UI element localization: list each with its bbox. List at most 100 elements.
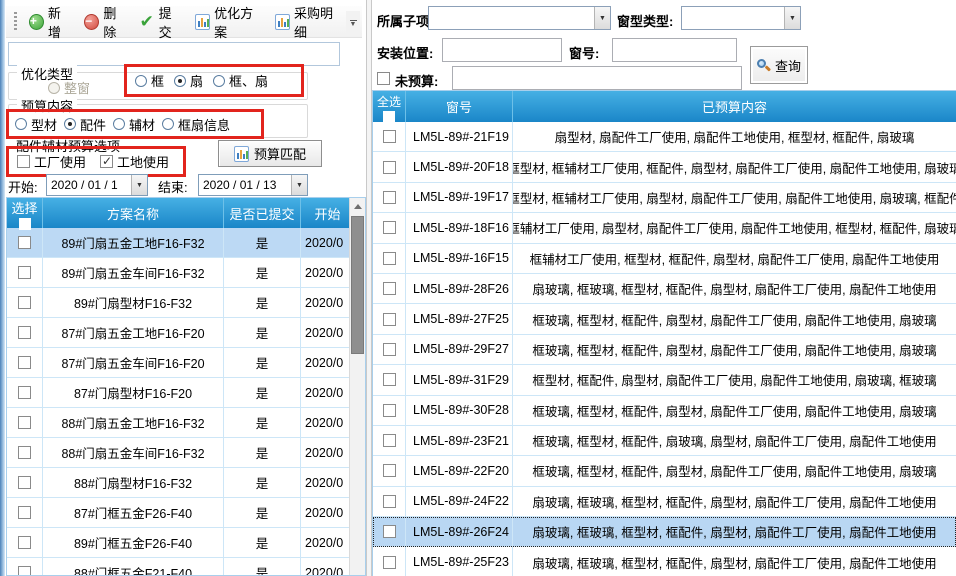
row-checkbox[interactable] (18, 506, 31, 519)
window-table-row[interactable]: LM5L-89#-16F15 框辅材工厂使用, 框型材, 框配件, 扇型材, 扇… (373, 243, 956, 274)
checkbox-option[interactable]: 工厂使用 (17, 152, 86, 171)
sub-item-combobox[interactable]: ▼ (428, 6, 611, 30)
scroll-up-arrow-icon[interactable] (350, 198, 365, 215)
radio-option[interactable]: 辅材 (113, 115, 155, 134)
radio-option[interactable]: 型材 (15, 115, 57, 134)
row-checkbox[interactable] (382, 464, 396, 478)
start-column-header[interactable]: 开始 (314, 206, 341, 222)
chevron-down-icon[interactable]: ▼ (594, 7, 610, 29)
no-budget-input[interactable] (452, 66, 742, 90)
row-checkbox[interactable] (18, 236, 31, 249)
install-position-input[interactable] (442, 38, 562, 62)
start-date-picker[interactable]: 2020 / 01 / 1 ▼ (46, 174, 148, 196)
row-checkbox[interactable] (382, 130, 396, 144)
window-table-row[interactable]: LM5L-89#-18F16 框辅材工厂使用, 扇型材, 扇配件工厂使用, 扇配… (373, 213, 956, 244)
toolbar-grip[interactable] (14, 11, 17, 32)
row-checkbox[interactable] (18, 416, 31, 429)
window-no-input[interactable] (612, 38, 737, 62)
row-checkbox[interactable] (382, 525, 396, 539)
radio-icon[interactable] (15, 118, 27, 130)
row-checkbox[interactable] (18, 536, 31, 549)
select-all-checkbox[interactable] (383, 110, 395, 123)
checkbox-icon[interactable] (17, 155, 30, 168)
plan-table-row[interactable]: 89#门框五金F26-F40 是 2020/0 (7, 528, 350, 558)
submit-button[interactable]: ✔ 提交 (134, 0, 189, 44)
add-button[interactable]: + 新增 (23, 0, 78, 44)
radio-icon[interactable] (213, 74, 226, 87)
radio-option[interactable]: 框 (135, 71, 164, 90)
row-checkbox[interactable] (382, 312, 396, 326)
row-checkbox[interactable] (382, 342, 396, 356)
plan-table-row[interactable]: 88#门扇型材F16-F32 是 2020/0 (7, 468, 350, 498)
window-table-row[interactable]: LM5L-89#-23F21 框玻璃, 框型材, 框配件, 扇玻璃, 扇型材, … (373, 425, 956, 457)
vertical-scrollbar[interactable] (349, 198, 365, 575)
row-checkbox[interactable] (382, 160, 396, 174)
row-checkbox[interactable] (18, 446, 31, 459)
radio-icon[interactable] (48, 81, 60, 94)
window-table-row[interactable]: LM5L-89#-19F17 框型材, 框辅材工厂使用, 扇型材, 扇配件工厂使… (373, 182, 956, 214)
radio-option[interactable]: 配件 (64, 115, 106, 134)
plan-name-column-header[interactable]: 方案名称 (43, 198, 224, 228)
no-budget-checkbox[interactable] (377, 72, 390, 85)
plan-table-row[interactable]: 87#门扇五金车间F16-F20 是 2020/0 (7, 348, 350, 378)
window-table-row[interactable]: LM5L-89#-30F28 框玻璃, 框型材, 框配件, 扇型材, 扇配件工厂… (373, 395, 956, 426)
window-no-column-header[interactable]: 窗号 (406, 91, 513, 122)
radio-icon[interactable] (174, 74, 187, 87)
row-checkbox[interactable] (382, 221, 396, 235)
row-checkbox[interactable] (382, 282, 396, 296)
plan-filter-input[interactable] (8, 42, 340, 66)
window-table-row[interactable]: LM5L-89#-27F25 框玻璃, 框型材, 框配件, 扇型材, 扇配件工厂… (373, 304, 956, 335)
query-button[interactable]: 查询 (750, 46, 808, 84)
window-table-row[interactable]: LM5L-89#-29F27 框玻璃, 框型材, 框配件, 扇型材, 扇配件工厂… (373, 334, 956, 366)
row-checkbox[interactable] (18, 386, 31, 399)
plan-table-row[interactable]: 88#门扇五金车间F16-F32 是 2020/0 (7, 438, 350, 468)
optimize-plan-button[interactable]: 优化方案 (189, 0, 269, 44)
budgeted-content-column-header[interactable]: 已预算内容 (701, 100, 767, 115)
row-checkbox[interactable] (18, 476, 31, 489)
chevron-down-icon[interactable]: ▼ (784, 7, 800, 29)
row-checkbox[interactable] (382, 251, 396, 265)
radio-option[interactable]: 框、扇 (213, 71, 268, 90)
window-table-row[interactable]: LM5L-89#-25F23 扇玻璃, 框玻璃, 框型材, 框配件, 扇型材, … (373, 547, 956, 576)
plan-table-row[interactable]: 89#门扇五金车间F16-F32 是 2020/0 (7, 258, 350, 288)
plan-table-row[interactable]: 88#门扇五金工地F16-F32 是 2020/0 (7, 408, 350, 438)
radio-option[interactable]: 框扇信息 (162, 115, 230, 134)
window-table-row[interactable]: LM5L-89#-28F26 扇玻璃, 框玻璃, 框型材, 框配件, 扇型材, … (373, 273, 956, 305)
window-table-row[interactable]: LM5L-89#-26F24 扇玻璃, 框玻璃, 框型材, 框配件, 扇型材, … (373, 517, 956, 548)
submitted-column-header[interactable]: 是否已提交 (224, 198, 301, 228)
row-checkbox[interactable] (382, 403, 396, 417)
radio-icon[interactable] (135, 74, 147, 87)
select-all-checkbox[interactable] (18, 218, 31, 230)
window-table-row[interactable]: LM5L-89#-20F18 框型材, 框辅材工厂使用, 框配件, 扇型材, 扇… (373, 152, 956, 183)
window-type-combobox[interactable]: ▼ (681, 6, 801, 30)
chevron-down-icon[interactable]: ▼ (131, 175, 147, 195)
checkbox-icon[interactable] (100, 154, 114, 168)
row-checkbox[interactable] (382, 555, 396, 569)
plan-table-row[interactable]: 87#门扇五金工地F16-F20 是 2020/0 (7, 318, 350, 348)
row-checkbox[interactable] (382, 434, 396, 448)
panel-splitter[interactable] (366, 0, 372, 576)
purchase-detail-button[interactable]: 采购明细 ▼ (269, 0, 362, 44)
window-table-row[interactable]: LM5L-89#-21F19 扇型材, 扇配件工厂使用, 扇配件工地使用, 框型… (373, 122, 956, 153)
row-checkbox[interactable] (382, 494, 396, 508)
radio-option[interactable]: 扇 (174, 71, 203, 90)
delete-button[interactable]: − 删除 (78, 0, 133, 44)
row-checkbox[interactable] (18, 356, 31, 369)
radio-icon[interactable] (113, 118, 126, 130)
window-table-row[interactable]: LM5L-89#-22F20 框玻璃, 框型材, 框配件, 扇型材, 扇配件工厂… (373, 456, 956, 487)
radio-option[interactable]: 整窗 (48, 78, 90, 97)
window-table-row[interactable]: LM5L-89#-31F29 框型材, 框配件, 扇型材, 扇配件工厂使用, 扇… (373, 365, 956, 396)
radio-icon[interactable] (162, 118, 175, 130)
plan-table-row[interactable]: 89#门扇五金工地F16-F32 是 2020/0 (7, 228, 350, 258)
row-checkbox[interactable] (382, 373, 396, 387)
plan-table-row[interactable]: 89#门扇型材F16-F32 是 2020/0 (7, 288, 350, 318)
plan-table-row[interactable]: 87#门扇型材F16-F20 是 2020/0 (7, 378, 350, 408)
toolbar-overflow-button[interactable]: ▼ (346, 11, 360, 35)
chevron-down-icon[interactable]: ▼ (291, 175, 307, 195)
row-checkbox[interactable] (18, 266, 31, 279)
radio-icon[interactable] (64, 118, 77, 130)
scrollbar-thumb[interactable] (351, 216, 364, 354)
row-checkbox[interactable] (18, 326, 31, 339)
row-checkbox[interactable] (382, 190, 396, 204)
plan-table-row[interactable]: 88#门框五金F21-F40 是 2020/0 (7, 558, 350, 575)
